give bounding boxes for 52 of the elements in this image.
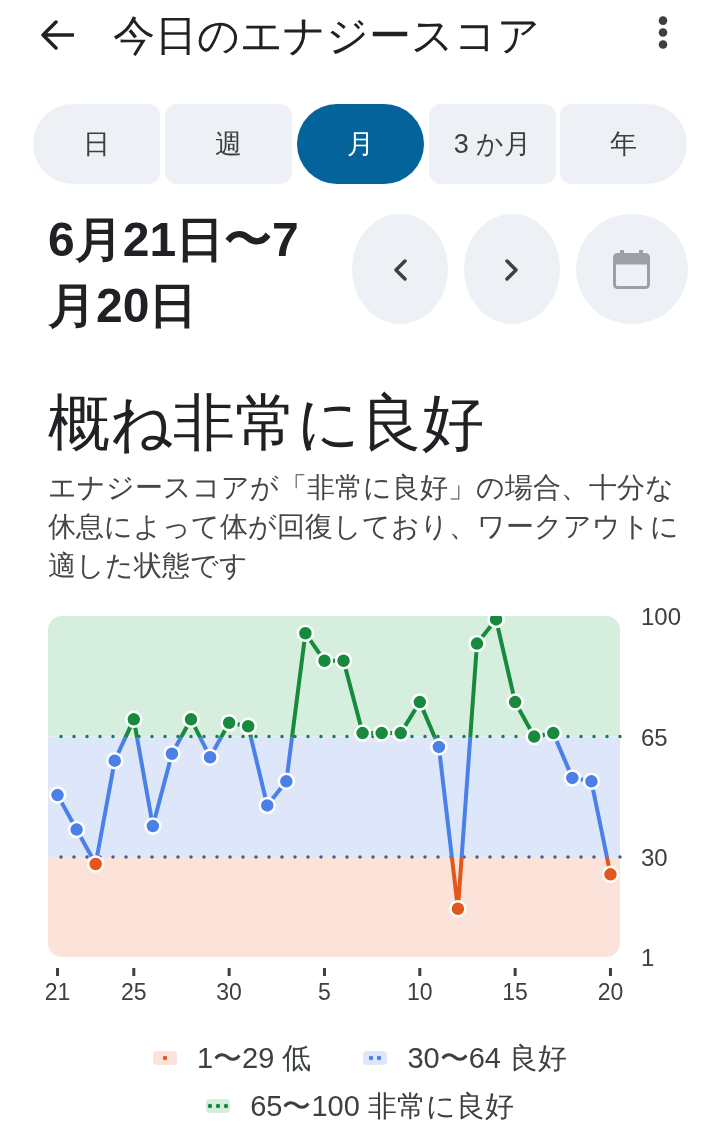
point bbox=[220, 714, 238, 732]
point bbox=[391, 724, 410, 742]
point bbox=[430, 738, 448, 756]
point bbox=[334, 652, 353, 670]
y-tick-label: 30 bbox=[641, 843, 668, 871]
legend-label: 30〜64 良好 bbox=[407, 1042, 568, 1074]
point bbox=[544, 724, 563, 742]
point bbox=[411, 693, 429, 711]
point bbox=[601, 865, 620, 884]
text: エナジースコアが「非常に良好」の場合、十分な休息によって体が回復しており、ワークアウトに適した状態です bbox=[48, 472, 679, 581]
point bbox=[182, 710, 200, 729]
x-tick-label: 5 bbox=[318, 979, 331, 1005]
point bbox=[582, 772, 601, 791]
point bbox=[449, 900, 467, 918]
point bbox=[258, 796, 277, 815]
point bbox=[48, 786, 67, 804]
legend-label: 65〜100 非常に良好 bbox=[250, 1090, 514, 1122]
chart-title: 今日のエナジースコア bbox=[113, 12, 540, 59]
x-tick-label: 30 bbox=[216, 979, 242, 1005]
point bbox=[67, 820, 86, 839]
point bbox=[125, 710, 143, 729]
tab: 週 bbox=[165, 104, 292, 184]
x-tick-label: 10 bbox=[407, 979, 433, 1005]
point bbox=[86, 855, 105, 873]
chart-subtitle: 6月21日〜7月20日 bbox=[48, 213, 299, 332]
legend-label: 1〜29 低 bbox=[196, 1042, 312, 1074]
point bbox=[563, 769, 582, 787]
tab: 3 か月 bbox=[429, 104, 556, 184]
point bbox=[296, 624, 315, 642]
point bbox=[277, 772, 296, 791]
point bbox=[525, 727, 543, 746]
x-tick-label: 21 bbox=[44, 979, 71, 1005]
y-tick-label: 65 bbox=[641, 723, 668, 751]
text: 概ね非常に良好 bbox=[48, 388, 484, 457]
point bbox=[201, 748, 219, 766]
tab: 日 bbox=[33, 104, 160, 184]
point bbox=[372, 724, 391, 742]
point bbox=[506, 693, 524, 711]
y-tick-label: 1 bbox=[641, 943, 655, 971]
point bbox=[468, 634, 486, 653]
point bbox=[315, 652, 334, 670]
x-tick-label: 25 bbox=[121, 979, 147, 1005]
x-tick-label: 20 bbox=[597, 979, 624, 1005]
y-tick-label: 100 bbox=[641, 602, 682, 630]
point bbox=[105, 751, 124, 770]
x-tick-label: 15 bbox=[502, 979, 528, 1005]
point bbox=[144, 817, 162, 835]
point bbox=[353, 724, 372, 742]
point bbox=[239, 717, 257, 735]
point bbox=[163, 745, 181, 763]
tab: 月 bbox=[297, 104, 424, 184]
tab: 年 bbox=[560, 104, 687, 184]
